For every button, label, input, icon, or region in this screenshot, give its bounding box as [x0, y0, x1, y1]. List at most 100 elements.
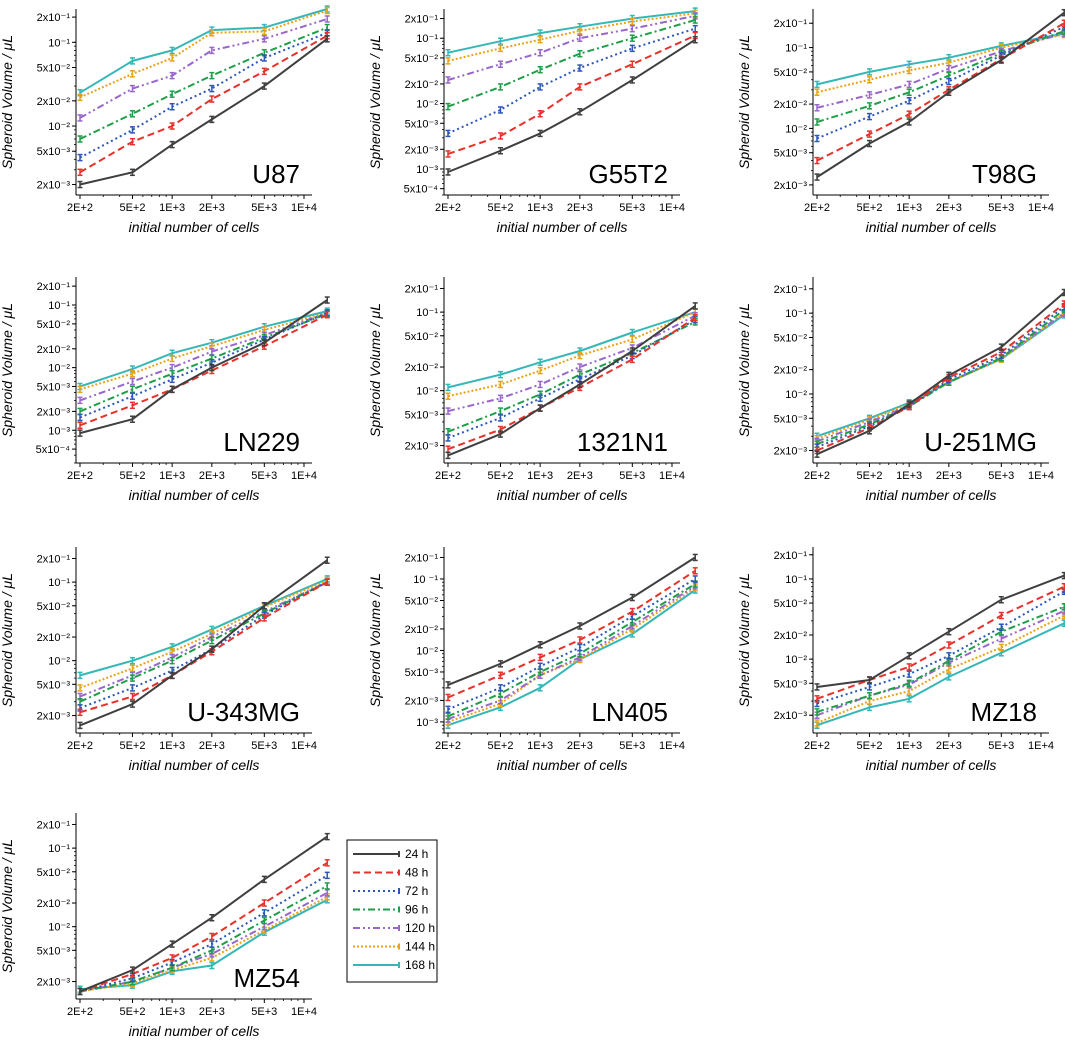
data-point-48-h — [537, 109, 543, 118]
series-line-168-h — [79, 310, 328, 388]
data-point-24-h — [629, 347, 635, 355]
data-point-144-h — [261, 27, 267, 36]
x-tick-label: 1E+4 — [291, 470, 317, 482]
data-point-24-h — [497, 660, 503, 668]
x-tick-label: 2E+3 — [199, 470, 225, 482]
y-tick-label: 5x10⁻³ — [774, 413, 808, 425]
x-axis-title: initial number of cells — [497, 487, 628, 503]
data-point-48-h — [1061, 19, 1065, 27]
y-tick-label: 5x10⁻³ — [774, 678, 808, 690]
data-point-48-h — [629, 355, 635, 364]
y-tick-label: 5x10⁻² — [774, 332, 808, 344]
data-point-120-h — [577, 363, 583, 371]
x-tick-label: 5E+2 — [856, 470, 882, 482]
data-point-48-h — [445, 150, 451, 158]
series-line-24-h — [816, 11, 1065, 178]
data-point-120-h — [946, 64, 952, 73]
panel-u-251mg: 2x10⁻³ 5x10⁻³ 10⁻² 2x10⁻² 5x10⁻² 10⁻¹ 2x10⁻¹ 2E… — [736, 277, 1065, 503]
y-axis-title: Spheroid Volume / μL — [367, 573, 383, 707]
data-point-72-h — [906, 96, 912, 105]
data-point-48-h — [77, 421, 83, 430]
data-point-144-h — [129, 664, 135, 673]
x-tick-label: 2E+3 — [199, 740, 225, 752]
data-point-24-h — [497, 430, 503, 438]
x-tick-label: 5E+3 — [251, 1006, 277, 1018]
y-tick-label: 2x10⁻² — [774, 365, 808, 377]
data-point-144-h — [445, 57, 451, 65]
data-point-72-h — [209, 940, 215, 948]
x-tick-label: 5E+3 — [988, 470, 1014, 482]
y-axis-title: Spheroid Volume / μL — [736, 573, 752, 707]
series-line-120-h — [79, 891, 328, 993]
series-line-72-h — [79, 581, 328, 709]
data-point-72-h — [814, 134, 820, 143]
data-point-120-h — [577, 34, 583, 42]
legend-label: 48 h — [405, 866, 428, 880]
series-line-144-h — [816, 614, 1065, 724]
data-point-168-h — [866, 68, 872, 76]
data-point-24-h — [906, 118, 912, 126]
y-tick-label: 2x10⁻² — [405, 79, 439, 91]
y-tick-label: 2x10⁻² — [37, 632, 71, 644]
data-point-72-h — [866, 112, 872, 121]
data-point-96-h — [629, 34, 635, 42]
data-point-24-h — [814, 173, 820, 181]
data-point-24-h — [577, 108, 583, 116]
data-point-120-h — [324, 15, 330, 23]
data-point-168-h — [77, 671, 83, 680]
data-point-24-h — [261, 82, 267, 90]
y-tick-label: 2x10⁻³ — [405, 144, 439, 156]
series-line-24-h — [79, 835, 328, 993]
x-tick-label: 1E+4 — [1028, 202, 1054, 214]
y-tick-label: 2x10⁻¹ — [405, 14, 439, 26]
data-point-72-h — [537, 83, 543, 91]
series-line-168-h — [816, 314, 1065, 438]
y-tick-label: 10⁻² — [48, 922, 70, 934]
y-tick-label: 5x10⁻² — [37, 867, 71, 879]
data-point-48-h — [324, 310, 330, 319]
data-point-120-h — [537, 380, 543, 389]
data-point-48-h — [537, 653, 543, 662]
y-tick-label: 5x10⁻³ — [405, 118, 439, 130]
series-line-96-h — [79, 581, 328, 703]
y-tick-label: 5x10⁻³ — [774, 148, 808, 160]
data-point-144-h — [577, 27, 583, 35]
data-point-120-h — [209, 347, 215, 356]
legend-item-24-h: 24 h — [353, 847, 428, 861]
data-point-72-h — [537, 394, 543, 403]
panel-title: MZ54 — [234, 963, 300, 993]
series-line-72-h — [79, 31, 328, 159]
data-point-72-h — [577, 64, 583, 72]
data-point-24-h — [129, 966, 135, 974]
series-line-120-h — [79, 581, 328, 698]
data-point-24-h — [169, 940, 175, 948]
data-point-48-h — [77, 168, 83, 177]
series-line-48-h — [816, 303, 1065, 452]
y-axis-title: Spheroid Volume / μL — [736, 303, 752, 437]
series-line-48-h — [79, 861, 328, 993]
y-axis-title: Spheroid Volume / μL — [0, 839, 15, 973]
series-line-168-h — [447, 311, 696, 389]
x-tick-label: 1E+3 — [527, 740, 553, 752]
series-line-72-h — [816, 590, 1065, 705]
x-axis-title: initial number of cells — [866, 487, 997, 503]
series-line-24-h — [816, 574, 1065, 688]
series-line-168-h — [816, 32, 1065, 86]
y-tick-label: 10⁻¹ — [48, 300, 70, 312]
y-tick-label: 5x10⁻³ — [37, 146, 71, 158]
data-point-72-h — [577, 643, 583, 652]
y-tick-label: 2x10⁻² — [37, 96, 71, 108]
data-point-72-h — [692, 24, 698, 33]
data-point-48-h — [906, 110, 912, 118]
data-point-48-h — [169, 122, 175, 130]
y-tick-label: 10⁻² — [48, 121, 70, 133]
series-line-96-h — [816, 30, 1065, 123]
data-point-96-h — [814, 708, 820, 716]
legend-label: 144 h — [405, 940, 435, 954]
data-point-144-h — [629, 335, 635, 344]
series-line-168-h — [447, 589, 696, 727]
series-line-48-h — [816, 585, 1065, 700]
data-point-144-h — [129, 70, 135, 78]
series-line-144-h — [79, 9, 328, 99]
